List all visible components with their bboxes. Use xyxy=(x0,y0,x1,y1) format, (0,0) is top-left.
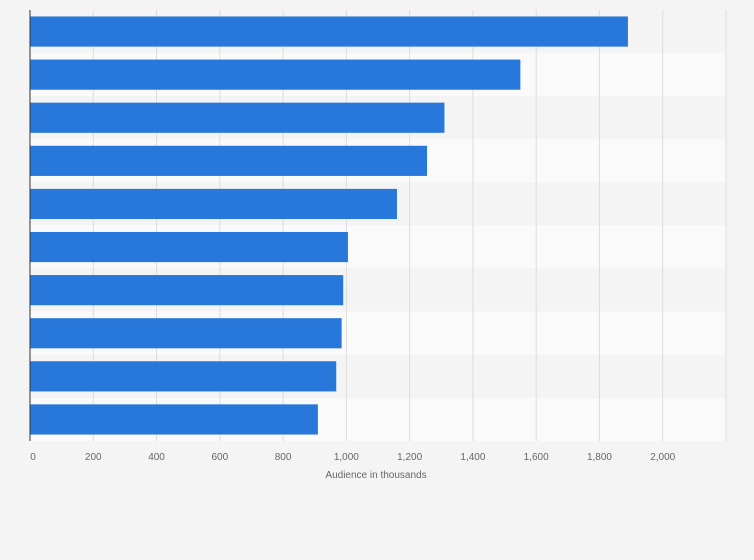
bar xyxy=(30,188,397,220)
x-tick-label: 800 xyxy=(275,452,292,463)
bar xyxy=(30,145,428,176)
bar xyxy=(30,275,344,306)
bar xyxy=(30,361,337,392)
bar xyxy=(30,404,318,435)
x-tick-label: 1,600 xyxy=(524,452,549,463)
x-axis-title: Audience in thousands xyxy=(325,470,426,481)
x-tick-label: 1,200 xyxy=(397,452,422,463)
x-tick-label: 400 xyxy=(148,452,165,463)
bar xyxy=(30,102,445,133)
bar xyxy=(30,231,348,263)
x-tick-label: 1,400 xyxy=(460,452,485,463)
x-tick-label: 2,000 xyxy=(650,452,675,463)
x-tick-label: 1,800 xyxy=(587,452,612,463)
x-tick-label: 0 xyxy=(30,452,36,463)
x-tick-label: 600 xyxy=(211,452,228,463)
x-axis-ticks: 0 200 400 600 800 1,000 1,200 1,400 1,600 1,800 2,… xyxy=(30,452,675,463)
bars xyxy=(30,16,628,435)
x-tick-label: 1,000 xyxy=(334,452,359,463)
x-tick-label: 200 xyxy=(85,452,102,463)
bar xyxy=(30,318,342,349)
bar xyxy=(30,16,628,47)
bar xyxy=(30,59,521,90)
